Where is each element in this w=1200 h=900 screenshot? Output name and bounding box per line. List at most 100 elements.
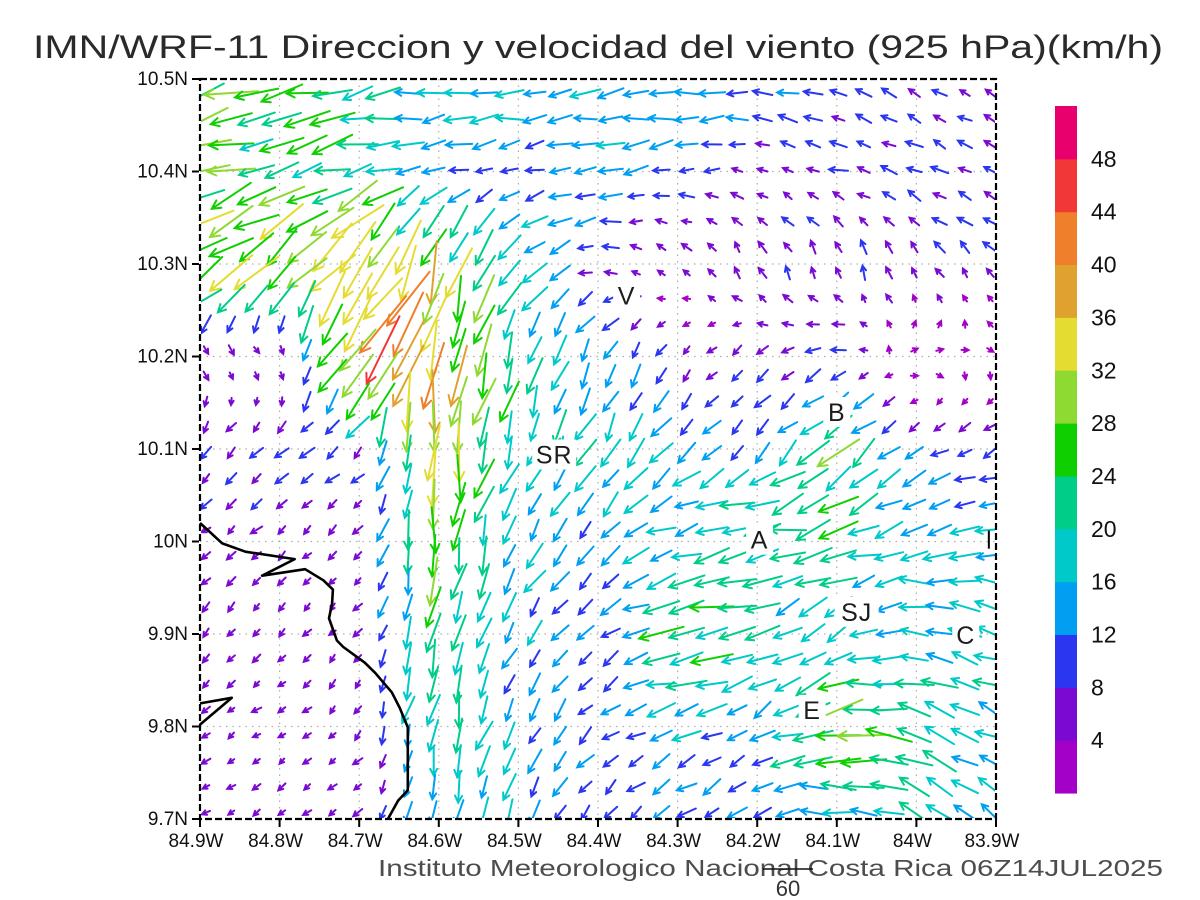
wind-arrow xyxy=(729,754,745,768)
wind-arrow xyxy=(886,319,893,329)
wind-arrow xyxy=(956,448,973,458)
wind-arrow xyxy=(755,320,769,328)
wind-arrow xyxy=(601,317,620,332)
wind-arrow xyxy=(523,241,546,254)
wind-arrow xyxy=(817,520,859,540)
wind-arrow xyxy=(874,601,903,614)
wind-arrow xyxy=(834,240,843,253)
wind-arrow xyxy=(580,338,590,363)
wind-arrow xyxy=(703,807,720,818)
wind-arrow xyxy=(782,241,793,253)
y-tick-label: 10.2N xyxy=(137,347,188,368)
wind-arrow xyxy=(343,296,372,354)
wind-arrow xyxy=(367,226,399,269)
wind-arrow xyxy=(741,575,783,590)
wind-arrow xyxy=(896,701,932,718)
wind-arrow xyxy=(645,572,677,590)
wind-arrow xyxy=(354,730,362,742)
peninsula-coastline xyxy=(199,696,234,726)
wind-arrow xyxy=(527,748,543,775)
wind-arrow xyxy=(694,526,729,536)
chart-title: IMN/WRF-11 Direccion y velocidad del vie… xyxy=(33,29,1163,65)
wind-arrow xyxy=(600,545,621,567)
wind-arrow xyxy=(309,206,355,237)
wind-arrow xyxy=(655,367,668,385)
wind-arrow xyxy=(522,89,547,98)
wind-arrow xyxy=(949,677,980,691)
x-tick-label: 84.8W xyxy=(248,831,303,852)
wind-arrow xyxy=(729,191,745,200)
wind-arrow xyxy=(528,311,541,338)
wind-arrow xyxy=(628,413,644,443)
wind-arrow xyxy=(421,272,445,326)
wind-arrow xyxy=(599,438,622,468)
wind-arrow xyxy=(201,106,229,123)
wind-arrow xyxy=(731,321,742,328)
wind-arrow xyxy=(551,649,569,668)
wind-arrow xyxy=(579,362,590,391)
wind-arrow xyxy=(911,318,918,329)
wind-arrow xyxy=(730,395,744,408)
wind-arrow xyxy=(352,783,363,791)
city-label-backing xyxy=(823,397,851,427)
wind-arrow xyxy=(576,704,594,716)
wind-arrow xyxy=(923,725,956,746)
wind-arrow xyxy=(352,551,363,561)
wind-arrow xyxy=(302,679,312,690)
wind-arrow xyxy=(974,552,995,561)
wind-arrow xyxy=(449,300,467,350)
wind-arrow xyxy=(869,705,908,716)
wind-arrow xyxy=(800,623,826,643)
wind-arrow xyxy=(909,398,919,404)
colorbar-segment xyxy=(1055,106,1077,160)
wind-arrow xyxy=(574,192,596,201)
wind-arrow xyxy=(852,393,875,410)
wind-arrow xyxy=(321,303,344,347)
wind-arrow xyxy=(267,255,297,291)
wind-arrow xyxy=(879,114,898,123)
wind-arrow xyxy=(472,207,496,236)
wind-arrow xyxy=(897,602,931,612)
wind-arrow xyxy=(629,392,643,412)
wind-arrow xyxy=(454,537,464,576)
wind-arrow xyxy=(474,188,493,204)
colorbar-segment xyxy=(1055,370,1077,424)
wind-arrow xyxy=(986,320,994,328)
wind-arrow xyxy=(397,244,417,303)
wind-arrow xyxy=(689,653,734,667)
wind-arrow xyxy=(981,217,995,225)
wind-arrow xyxy=(972,652,995,662)
wind-arrow xyxy=(523,166,545,175)
wind-arrow xyxy=(681,268,691,277)
wind-arrow xyxy=(681,321,691,328)
wind-arrow xyxy=(630,805,642,818)
axis-ticks xyxy=(192,78,997,827)
wind-arrow xyxy=(529,518,540,543)
wind-arrow xyxy=(600,731,620,741)
wind-arrow xyxy=(882,215,895,227)
wind-arrow xyxy=(201,551,212,561)
wind-arrow xyxy=(755,166,769,174)
wind-arrow xyxy=(208,112,253,128)
wind-arrow xyxy=(936,319,943,329)
wind-arrow xyxy=(960,346,971,354)
wind-arrow xyxy=(476,745,491,779)
wind-arrow xyxy=(479,775,488,800)
wind-arrow xyxy=(341,85,374,101)
wind-arrow xyxy=(472,274,496,324)
wind-arrow xyxy=(394,165,421,176)
wind-arrow xyxy=(201,288,223,303)
wind-arrow xyxy=(828,346,847,354)
wind-arrow xyxy=(351,602,363,612)
wind-arrow xyxy=(673,140,699,149)
wind-arrow xyxy=(701,419,722,435)
wind-arrow xyxy=(395,207,421,236)
wind-arrow xyxy=(454,770,464,805)
wind-arrow xyxy=(961,293,969,303)
wind-arrow xyxy=(717,626,756,641)
wind-arrow xyxy=(796,468,829,490)
wind-arrow xyxy=(755,345,769,356)
wind-arrow xyxy=(702,778,722,797)
wind-arrow xyxy=(377,440,388,467)
wind-arrow xyxy=(301,706,313,714)
